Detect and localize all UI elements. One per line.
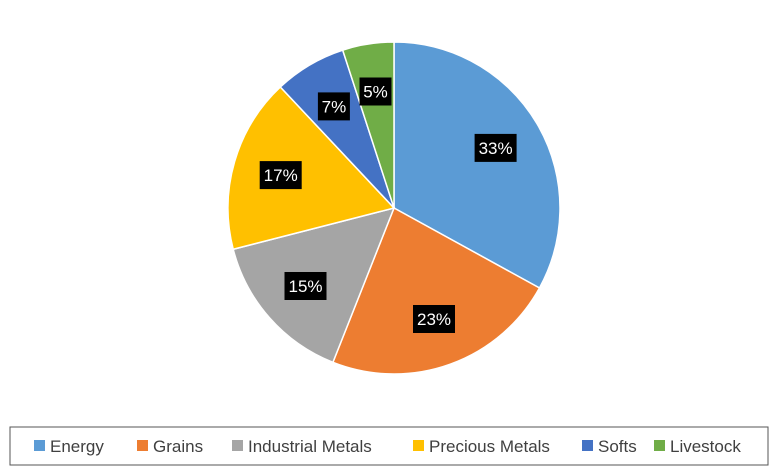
data-label-softs: 7% [317, 92, 350, 121]
legend: Energy Grains Industrial Metals Precious Me… [9, 426, 769, 466]
legend-item-livestock: Livestock [654, 437, 741, 456]
data-label-livestock: 5% [359, 77, 392, 106]
legend-swatch [232, 440, 243, 451]
legend-item-grains: Grains [137, 437, 203, 456]
data-label-text: 15% [288, 277, 322, 296]
data-label-text: 23% [417, 310, 451, 329]
data-label-text: 33% [479, 139, 513, 158]
legend-label: Energy [50, 437, 104, 456]
legend-item-precious-metals: Precious Metals [413, 437, 550, 456]
legend-label: Softs [598, 437, 637, 456]
pie-slices [227, 41, 561, 375]
data-label-grains: 23% [413, 305, 455, 333]
pie-slice-precious-metals [227, 85, 396, 251]
data-label-text: 17% [264, 166, 298, 185]
legend-swatch [582, 440, 593, 451]
legend-swatch [34, 440, 45, 451]
pie-slice-energy [393, 41, 561, 289]
data-label-background [317, 92, 350, 121]
data-label-text: 5% [363, 83, 388, 102]
data-label-energy: 33% [474, 133, 517, 162]
data-label-background [359, 77, 392, 106]
data-label-background [284, 272, 327, 300]
legend-item-energy: Energy [34, 437, 104, 456]
pie-slice-grains [331, 206, 541, 375]
data-label-precious-metals: 17% [259, 161, 302, 190]
data-label-industrial-metals: 15% [284, 272, 327, 300]
legend-swatch [137, 440, 148, 451]
legend-swatch [654, 440, 665, 451]
legend-item-industrial-metals: Industrial Metals [232, 437, 372, 456]
legend-border [9, 426, 769, 466]
data-label-background [259, 161, 302, 190]
legend-item-softs: Softs [582, 437, 637, 456]
legend-label: Industrial Metals [248, 437, 372, 456]
data-label-background [474, 133, 517, 162]
data-labels: 33% 23% 15% 17% 7% 5% [259, 77, 517, 333]
data-label-background [413, 305, 455, 333]
data-label-text: 7% [322, 97, 347, 116]
legend-swatch [413, 440, 424, 451]
legend-label: Precious Metals [429, 437, 550, 456]
legend-label: Livestock [670, 437, 741, 456]
legend-label: Grains [153, 437, 203, 456]
